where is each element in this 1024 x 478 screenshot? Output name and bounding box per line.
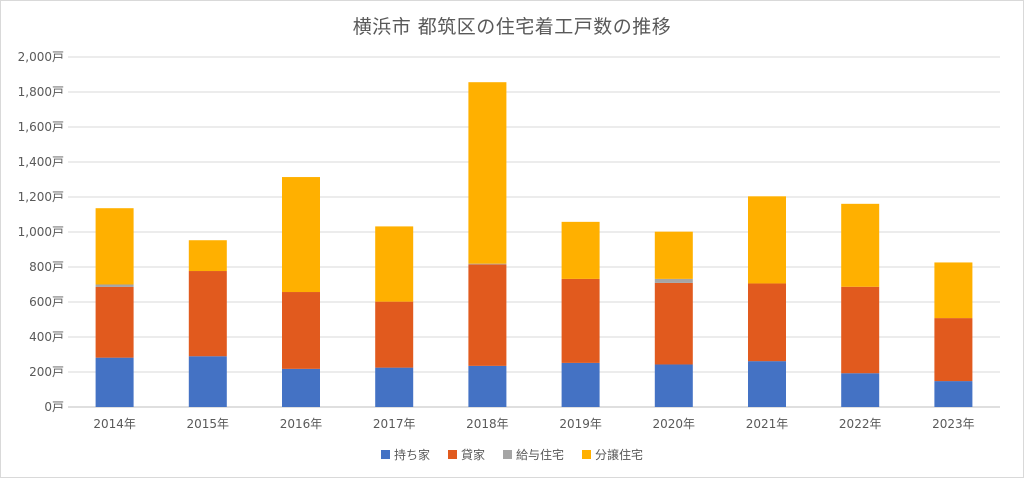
bar-segment	[95, 286, 134, 358]
legend-label: 分譲住宅	[595, 448, 644, 462]
bar-segment	[95, 208, 134, 285]
y-tick-label: 1,600戸	[18, 120, 64, 134]
bar-segment	[934, 262, 973, 319]
bar-segment	[841, 373, 880, 407]
bar-segment	[468, 263, 507, 265]
chart-title: 横浜市 都筑区の住宅着工戸数の推移	[352, 16, 672, 38]
y-tick-label: 0戸	[44, 400, 64, 414]
bar-segment	[561, 362, 600, 407]
legend-swatch	[582, 450, 592, 459]
bar-segment	[188, 356, 227, 407]
x-tick-label: 2014年	[93, 417, 136, 431]
x-tick-label: 2020年	[653, 417, 696, 431]
x-tick-label: 2021年	[746, 417, 789, 431]
legend-label: 持ち家	[393, 448, 430, 462]
legend-item: 給与住宅	[503, 446, 564, 463]
bar-segment	[561, 221, 600, 279]
y-tick-label: 200戸	[29, 365, 64, 379]
bar-segment	[468, 365, 507, 407]
bar-segment	[468, 82, 507, 264]
x-tick-label: 2015年	[187, 417, 230, 431]
bar-segment	[375, 367, 414, 407]
bar-segment	[654, 278, 693, 283]
x-tick-label: 2017年	[373, 417, 416, 431]
legend-label: 貸家	[460, 448, 485, 462]
y-tick-label: 1,200戸	[18, 190, 64, 204]
x-tick-label: 2016年	[280, 417, 323, 431]
legend-swatch	[503, 450, 512, 459]
bar-segment	[188, 240, 227, 272]
x-tick-label: 2019年	[559, 417, 602, 431]
y-tick-label: 400戸	[29, 330, 64, 344]
bar-segment	[654, 282, 693, 365]
y-tick-label: 800戸	[29, 260, 64, 274]
legend-item: 持ち家	[380, 446, 430, 463]
legend-item: 分譲住宅	[582, 446, 643, 463]
legend-label: 給与住宅	[516, 448, 565, 462]
bar-segment	[95, 357, 134, 407]
legend-item: 貸家	[447, 446, 485, 463]
y-tick-label: 2,000戸	[18, 50, 64, 64]
legend-swatch	[380, 450, 390, 459]
y-tick-label: 600戸	[29, 295, 64, 309]
x-tick-label: 2022年	[839, 417, 882, 431]
bar-segment	[748, 196, 786, 284]
y-tick-label: 1,800戸	[18, 85, 64, 99]
bar-segment	[934, 318, 973, 382]
bar-segment	[282, 292, 320, 369]
bar-segment	[934, 381, 973, 407]
bar-segment	[654, 231, 693, 279]
bar-segment	[188, 271, 227, 357]
bar-segment	[561, 278, 600, 363]
bar-segment	[95, 284, 134, 287]
bar-segment	[748, 361, 786, 407]
y-tick-label: 1,400戸	[18, 155, 64, 169]
x-tick-label: 2018年	[466, 417, 509, 431]
y-axis-tick-labels: 0戸 200戸 400戸 600戸 800戸 1,000戸 1,200戸 1,400戸 1,60…	[18, 50, 64, 414]
bar-segment	[375, 226, 414, 302]
bar-segment	[841, 203, 880, 287]
legend-swatch	[447, 450, 457, 459]
bar-segment	[282, 368, 320, 407]
bar-segment	[748, 283, 786, 362]
bar-segment	[468, 264, 507, 366]
bar-segment	[841, 286, 880, 374]
bar-segment	[654, 364, 693, 407]
bars	[95, 82, 973, 407]
legend: 持ち家 貸家 給与住宅 分譲住宅	[0, 446, 1024, 463]
x-tick-label: 2023年	[932, 417, 975, 431]
x-axis-tick-labels: 2014年 2015年 2016年 2017年 2018年 2019年 2020年 2021年…	[93, 417, 974, 431]
bar-segment	[282, 177, 320, 293]
bar-segment	[375, 301, 414, 368]
y-tick-label: 1,000戸	[18, 225, 64, 239]
